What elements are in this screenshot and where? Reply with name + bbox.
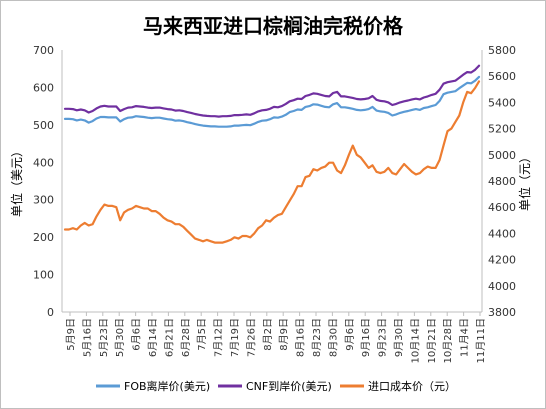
- chart-title: 马来西亚进口棕榈油完税价格: [143, 14, 403, 38]
- right-tick-label: 5400: [488, 96, 516, 109]
- x-tick-label: 10月28日: [442, 318, 454, 363]
- left-tick-label: 100: [33, 269, 54, 282]
- x-tick-label: 8月9日: [278, 318, 290, 351]
- x-tick-label: 5月9日: [65, 318, 77, 351]
- x-tick-label: 6月28日: [180, 318, 192, 357]
- left-tick-label: 0: [47, 306, 54, 319]
- right-tick-label: 5000: [488, 149, 516, 162]
- right-tick-label: 4800: [488, 175, 516, 188]
- right-axis-title: 单位（元）: [517, 151, 532, 211]
- right-tick-label: 3800: [488, 306, 516, 319]
- legend: FOB离岸价(美元) CNF到岸价(美元) 进口成本价（元）: [96, 379, 456, 393]
- x-tick-label: 6月21日: [163, 318, 175, 357]
- x-axis: 5月9日 5月16日 5月23日 5月30日 6月6日 6月14日 6月21日 6月28日 7月…: [65, 312, 487, 363]
- x-tick-label: 9月23日: [377, 318, 389, 357]
- legend-label-1: FOB离岸价(美元): [124, 379, 210, 393]
- left-tick-label: 400: [33, 156, 54, 169]
- left-tick-label: 200: [33, 231, 54, 244]
- left-axis-title: 单位（美元）: [9, 145, 24, 217]
- series-layer: [63, 64, 481, 244]
- right-tick-label: 5200: [488, 123, 516, 136]
- x-tick-label: 8月16日: [295, 318, 307, 357]
- x-tick-label: 9月30日: [393, 318, 405, 357]
- x-tick-label: 7月5日: [196, 318, 208, 351]
- x-tick-label: 6月6日: [131, 318, 143, 351]
- x-tick-label: 10月14日: [409, 318, 421, 363]
- x-tick-label: 11月11日: [475, 318, 487, 363]
- x-tick-label: 8月23日: [311, 318, 323, 357]
- series-line-1: [63, 75, 481, 128]
- left-tick-label: 600: [33, 81, 54, 94]
- legend-label-2: CNF到岸价(美元): [246, 380, 332, 393]
- x-tick-label: 9月16日: [360, 318, 372, 357]
- plot-area: [61, 50, 483, 313]
- x-tick-label: 7月26日: [245, 318, 257, 357]
- series-line-3: [63, 80, 481, 244]
- right-tick-label: 5800: [488, 44, 516, 57]
- right-tick-label: 5600: [488, 70, 516, 83]
- left-tick-label: 300: [33, 194, 54, 207]
- x-tick-label: 10月21日: [426, 318, 438, 363]
- x-tick-label: 9月6日: [344, 318, 356, 351]
- x-tick-label: 8月30日: [327, 318, 339, 357]
- x-tick-label: 7月19日: [229, 318, 241, 357]
- x-tick-label: 5月16日: [81, 318, 93, 357]
- right-tick-label: 4000: [488, 280, 516, 293]
- x-tick-label: 8月2日: [262, 318, 274, 351]
- x-tick-label: 6月14日: [147, 318, 159, 357]
- x-tick-label: 11月4日: [459, 318, 471, 357]
- left-y-axis: 0 100 200 300 400 500 600 700: [33, 44, 54, 319]
- legend-label-3: 进口成本价（元）: [368, 379, 456, 393]
- right-tick-label: 4200: [488, 254, 516, 267]
- x-tick-label: 5月30日: [114, 318, 126, 357]
- left-tick-label: 500: [33, 119, 54, 132]
- x-tick-label: 5月23日: [98, 318, 110, 357]
- right-tick-label: 4400: [488, 227, 516, 240]
- right-tick-label: 4600: [488, 201, 516, 214]
- right-y-axis: 3800 4000 4200 4400 4600 4800 5000 5200 5400 5600…: [488, 44, 516, 319]
- series-line-2: [63, 64, 481, 118]
- x-tick-label: 7月12日: [213, 318, 225, 357]
- left-tick-label: 700: [33, 44, 54, 57]
